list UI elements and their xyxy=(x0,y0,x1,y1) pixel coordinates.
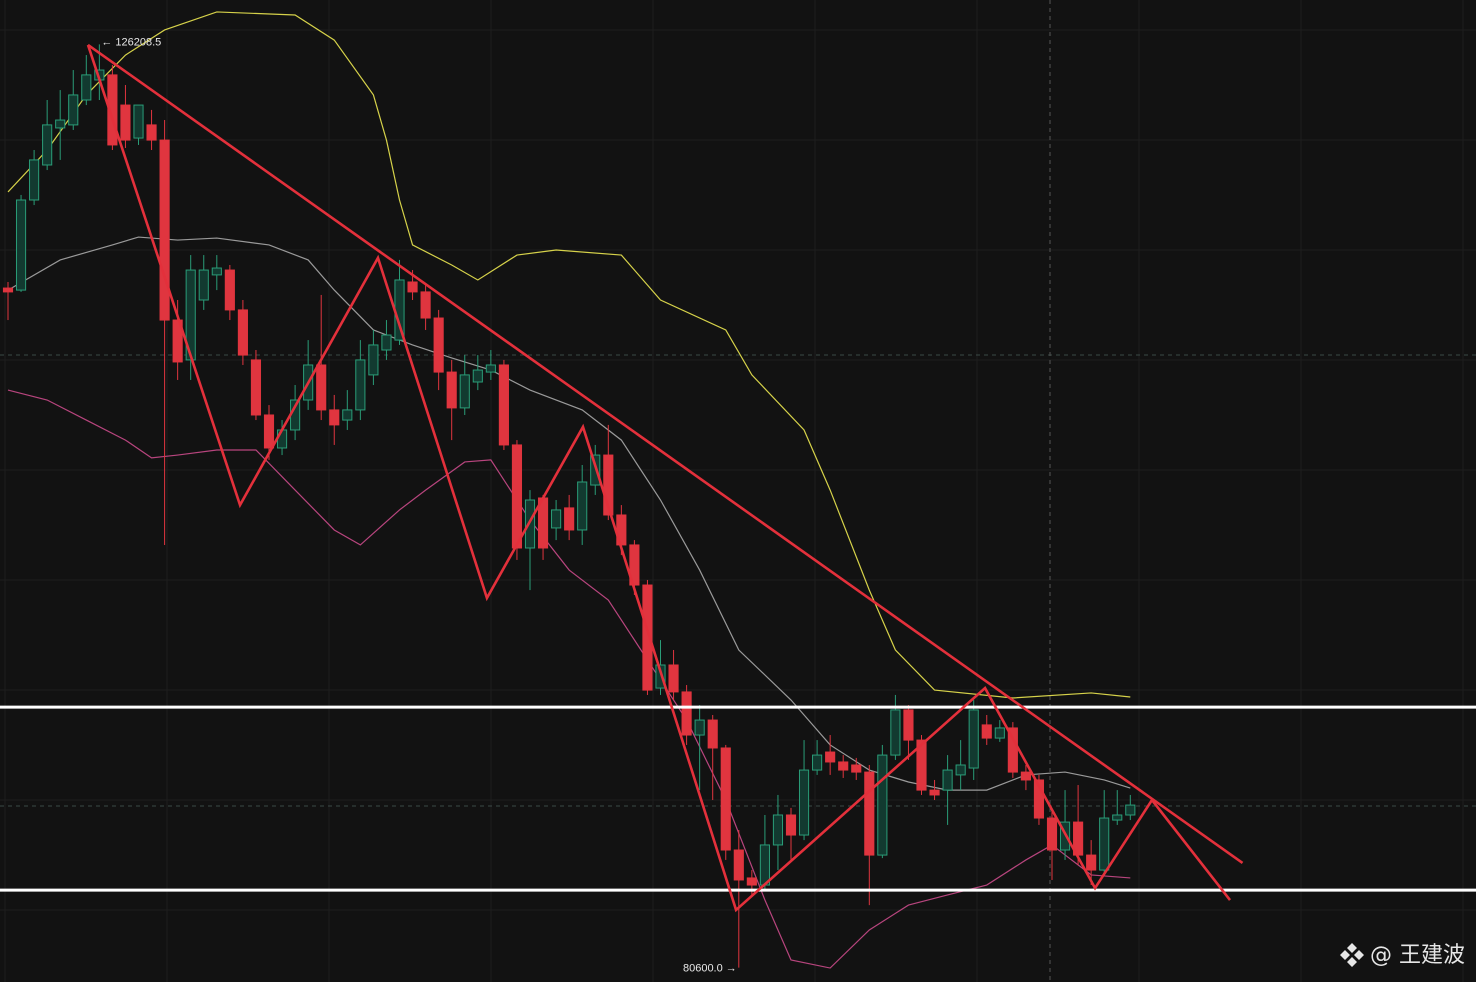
candle-body xyxy=(668,664,679,693)
candle-body xyxy=(107,74,118,146)
candle-body xyxy=(159,139,170,321)
price-label: ← 126208.5 xyxy=(101,36,161,48)
candle-body xyxy=(864,771,875,856)
candle-body xyxy=(224,269,235,311)
candle-body xyxy=(29,159,40,201)
candle-body xyxy=(812,754,823,771)
candle-body xyxy=(825,751,836,763)
candle-body xyxy=(694,719,705,736)
candle-body xyxy=(798,769,810,836)
candle-body xyxy=(1112,814,1123,821)
candle-body xyxy=(511,444,523,549)
candle-body xyxy=(1125,804,1136,816)
candle-body xyxy=(929,789,940,796)
candle-body xyxy=(81,74,92,101)
candle-body xyxy=(316,364,327,411)
candle-body xyxy=(851,764,862,773)
candle-body xyxy=(263,414,275,449)
candle-body xyxy=(250,359,262,416)
candle-body xyxy=(890,709,901,756)
candle-body xyxy=(185,269,196,361)
candle-body xyxy=(916,739,927,791)
candle-body xyxy=(785,814,797,836)
trend-line xyxy=(86,44,1232,913)
candle-body xyxy=(1020,771,1031,781)
candle-body xyxy=(746,877,757,886)
candle-body xyxy=(1046,817,1058,851)
candle-body xyxy=(1007,727,1018,773)
price-label: 80600.0 → xyxy=(683,963,737,975)
candle-body xyxy=(642,584,653,691)
candle-body xyxy=(903,709,914,741)
candle-body xyxy=(446,371,457,409)
band-line xyxy=(7,11,1131,699)
candle-body xyxy=(198,269,209,301)
candle-body xyxy=(759,844,770,886)
candle-body xyxy=(955,764,966,776)
candle-body xyxy=(1086,854,1097,871)
candle-body xyxy=(459,374,470,409)
candle-body xyxy=(329,409,340,426)
candle-body xyxy=(981,724,992,739)
candle-body xyxy=(276,429,288,449)
candle-body xyxy=(55,119,66,129)
candle-body xyxy=(433,317,444,373)
candle-body xyxy=(681,691,692,736)
candle-body xyxy=(2,287,14,293)
candle-body xyxy=(342,409,353,421)
candle-body xyxy=(211,267,222,276)
watermark-logo xyxy=(1340,943,1364,967)
candle-body xyxy=(1099,817,1110,871)
candle-body xyxy=(994,727,1005,739)
candle-body xyxy=(407,281,418,293)
candle-body xyxy=(68,94,79,126)
candle-body xyxy=(720,747,731,851)
candle-body xyxy=(877,754,888,856)
candle-body xyxy=(524,499,536,549)
candle-body xyxy=(1033,779,1045,819)
candle-body xyxy=(42,124,53,166)
candle-body xyxy=(146,124,157,141)
candle-body xyxy=(120,104,131,141)
watermark: @ 王建波 xyxy=(1370,943,1465,968)
candle-body xyxy=(485,364,496,373)
candle-body xyxy=(498,364,509,446)
candle-body xyxy=(655,664,666,689)
candle-body xyxy=(551,509,562,529)
candle-body xyxy=(564,507,575,531)
candle-body xyxy=(133,104,144,139)
band-line xyxy=(7,389,1131,969)
trend-line xyxy=(87,43,1244,865)
candle-body xyxy=(707,719,718,749)
candle-body xyxy=(15,199,27,291)
candle-body xyxy=(968,709,979,769)
candle-body xyxy=(355,359,366,411)
candle-body xyxy=(368,344,379,376)
candle-body xyxy=(838,761,849,771)
candle-body xyxy=(772,814,784,846)
candle-body xyxy=(381,334,392,351)
candle-body xyxy=(577,481,588,531)
candle-body xyxy=(420,291,431,319)
candle-body xyxy=(590,454,601,486)
candle-body xyxy=(472,369,483,383)
candle-body xyxy=(603,454,614,516)
candle-body xyxy=(733,849,744,881)
candle-body xyxy=(942,769,953,791)
candle-body xyxy=(237,309,248,356)
